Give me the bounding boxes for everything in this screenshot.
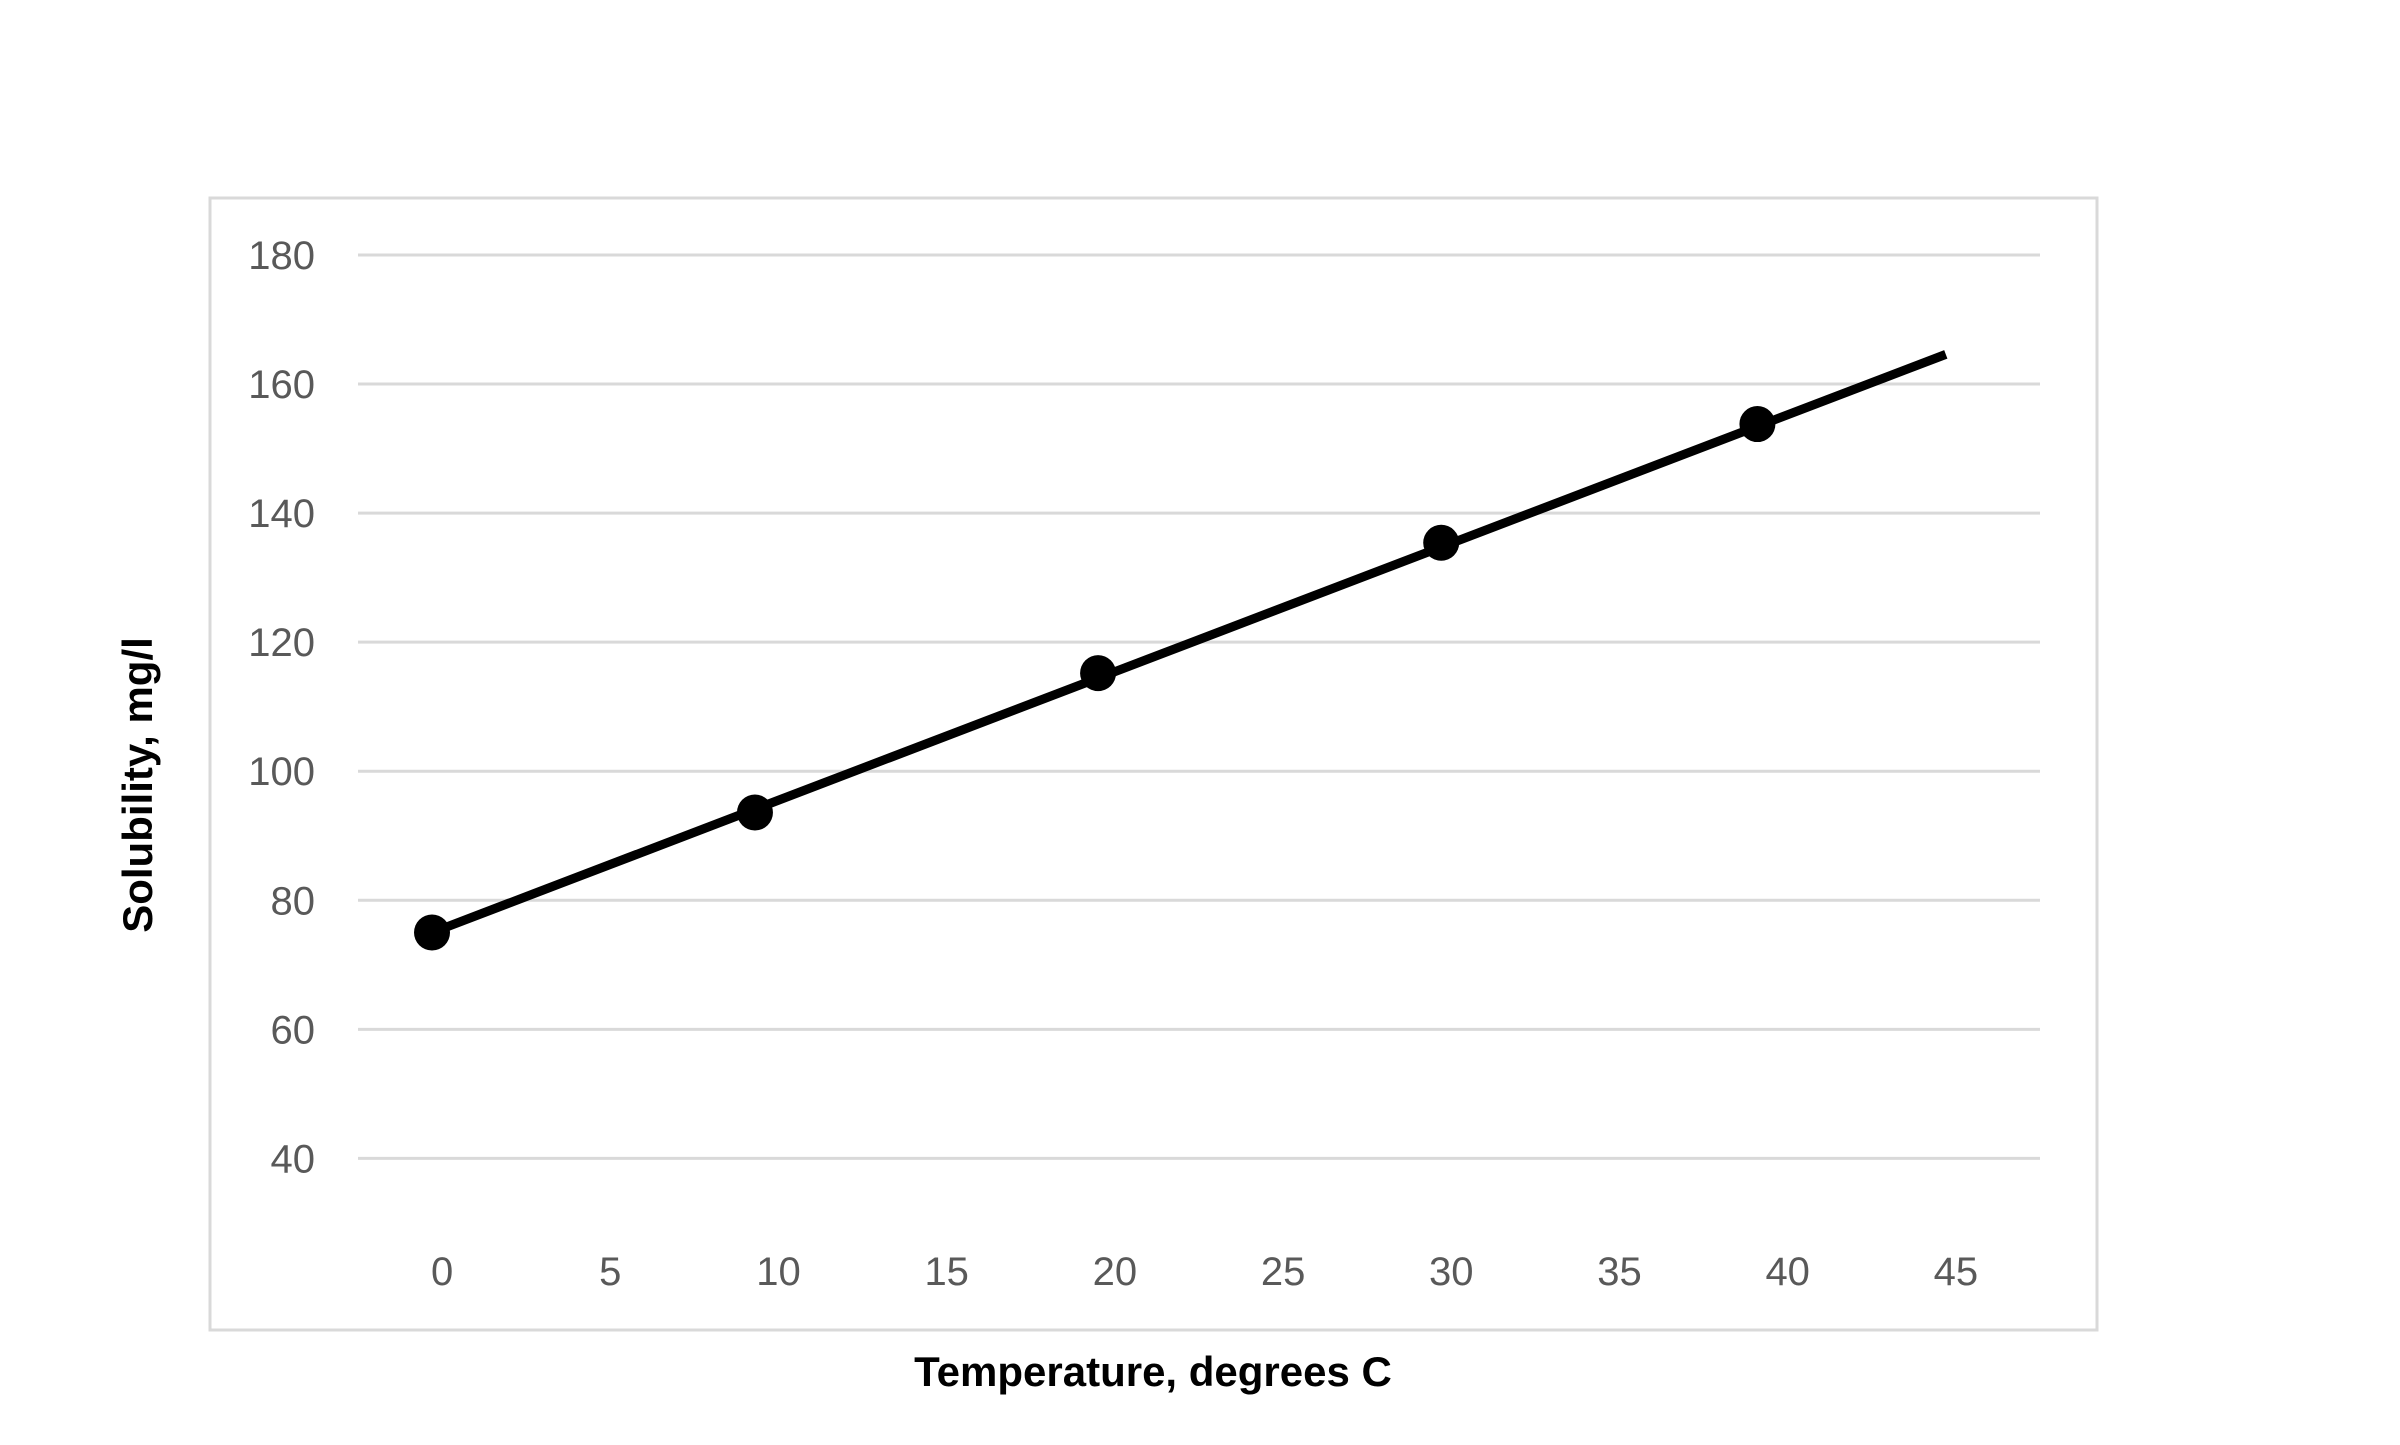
- trendline-layer: [430, 350, 1948, 937]
- y-tick-label: 160: [248, 363, 315, 407]
- x-axis-title: Temperature, degrees C: [914, 1348, 1392, 1395]
- x-tick-label: 30: [1429, 1250, 1474, 1294]
- trendline: [430, 350, 1948, 937]
- y-tick-label: 140: [248, 492, 315, 536]
- x-tick-label: 35: [1597, 1250, 1642, 1294]
- data-points: [414, 406, 1776, 951]
- data-point: [414, 914, 451, 951]
- y-tick-label: 60: [271, 1008, 316, 1052]
- y-tick-label: 40: [271, 1137, 316, 1181]
- y-tick-label: 80: [271, 879, 316, 923]
- x-tick-label: 25: [1261, 1250, 1306, 1294]
- y-tick-label: 180: [248, 234, 315, 278]
- x-tick-label: 15: [924, 1250, 969, 1294]
- x-tick-label: 0: [431, 1250, 453, 1294]
- y-tick-label: 100: [248, 750, 315, 794]
- chart-frame: [208, 196, 2099, 1332]
- x-tick-label: 5: [599, 1250, 621, 1294]
- x-tick-label: 40: [1765, 1250, 1810, 1294]
- data-point: [1423, 524, 1460, 561]
- data-point: [736, 794, 773, 831]
- y-axis-ticks: 40 60 80 100 120 140 160 180: [248, 234, 315, 1181]
- x-axis-ticks: 0 5 10 15 20 25 30 35 40 45: [431, 1250, 1978, 1294]
- data-point: [1080, 655, 1117, 692]
- x-tick-label: 10: [756, 1250, 801, 1294]
- y-tick-label: 120: [248, 621, 315, 665]
- data-point: [1739, 406, 1776, 443]
- x-tick-label: 20: [1093, 1250, 1138, 1294]
- x-tick-label: 45: [1934, 1250, 1979, 1294]
- y-axis-title: Solubility, mg/l: [114, 637, 161, 933]
